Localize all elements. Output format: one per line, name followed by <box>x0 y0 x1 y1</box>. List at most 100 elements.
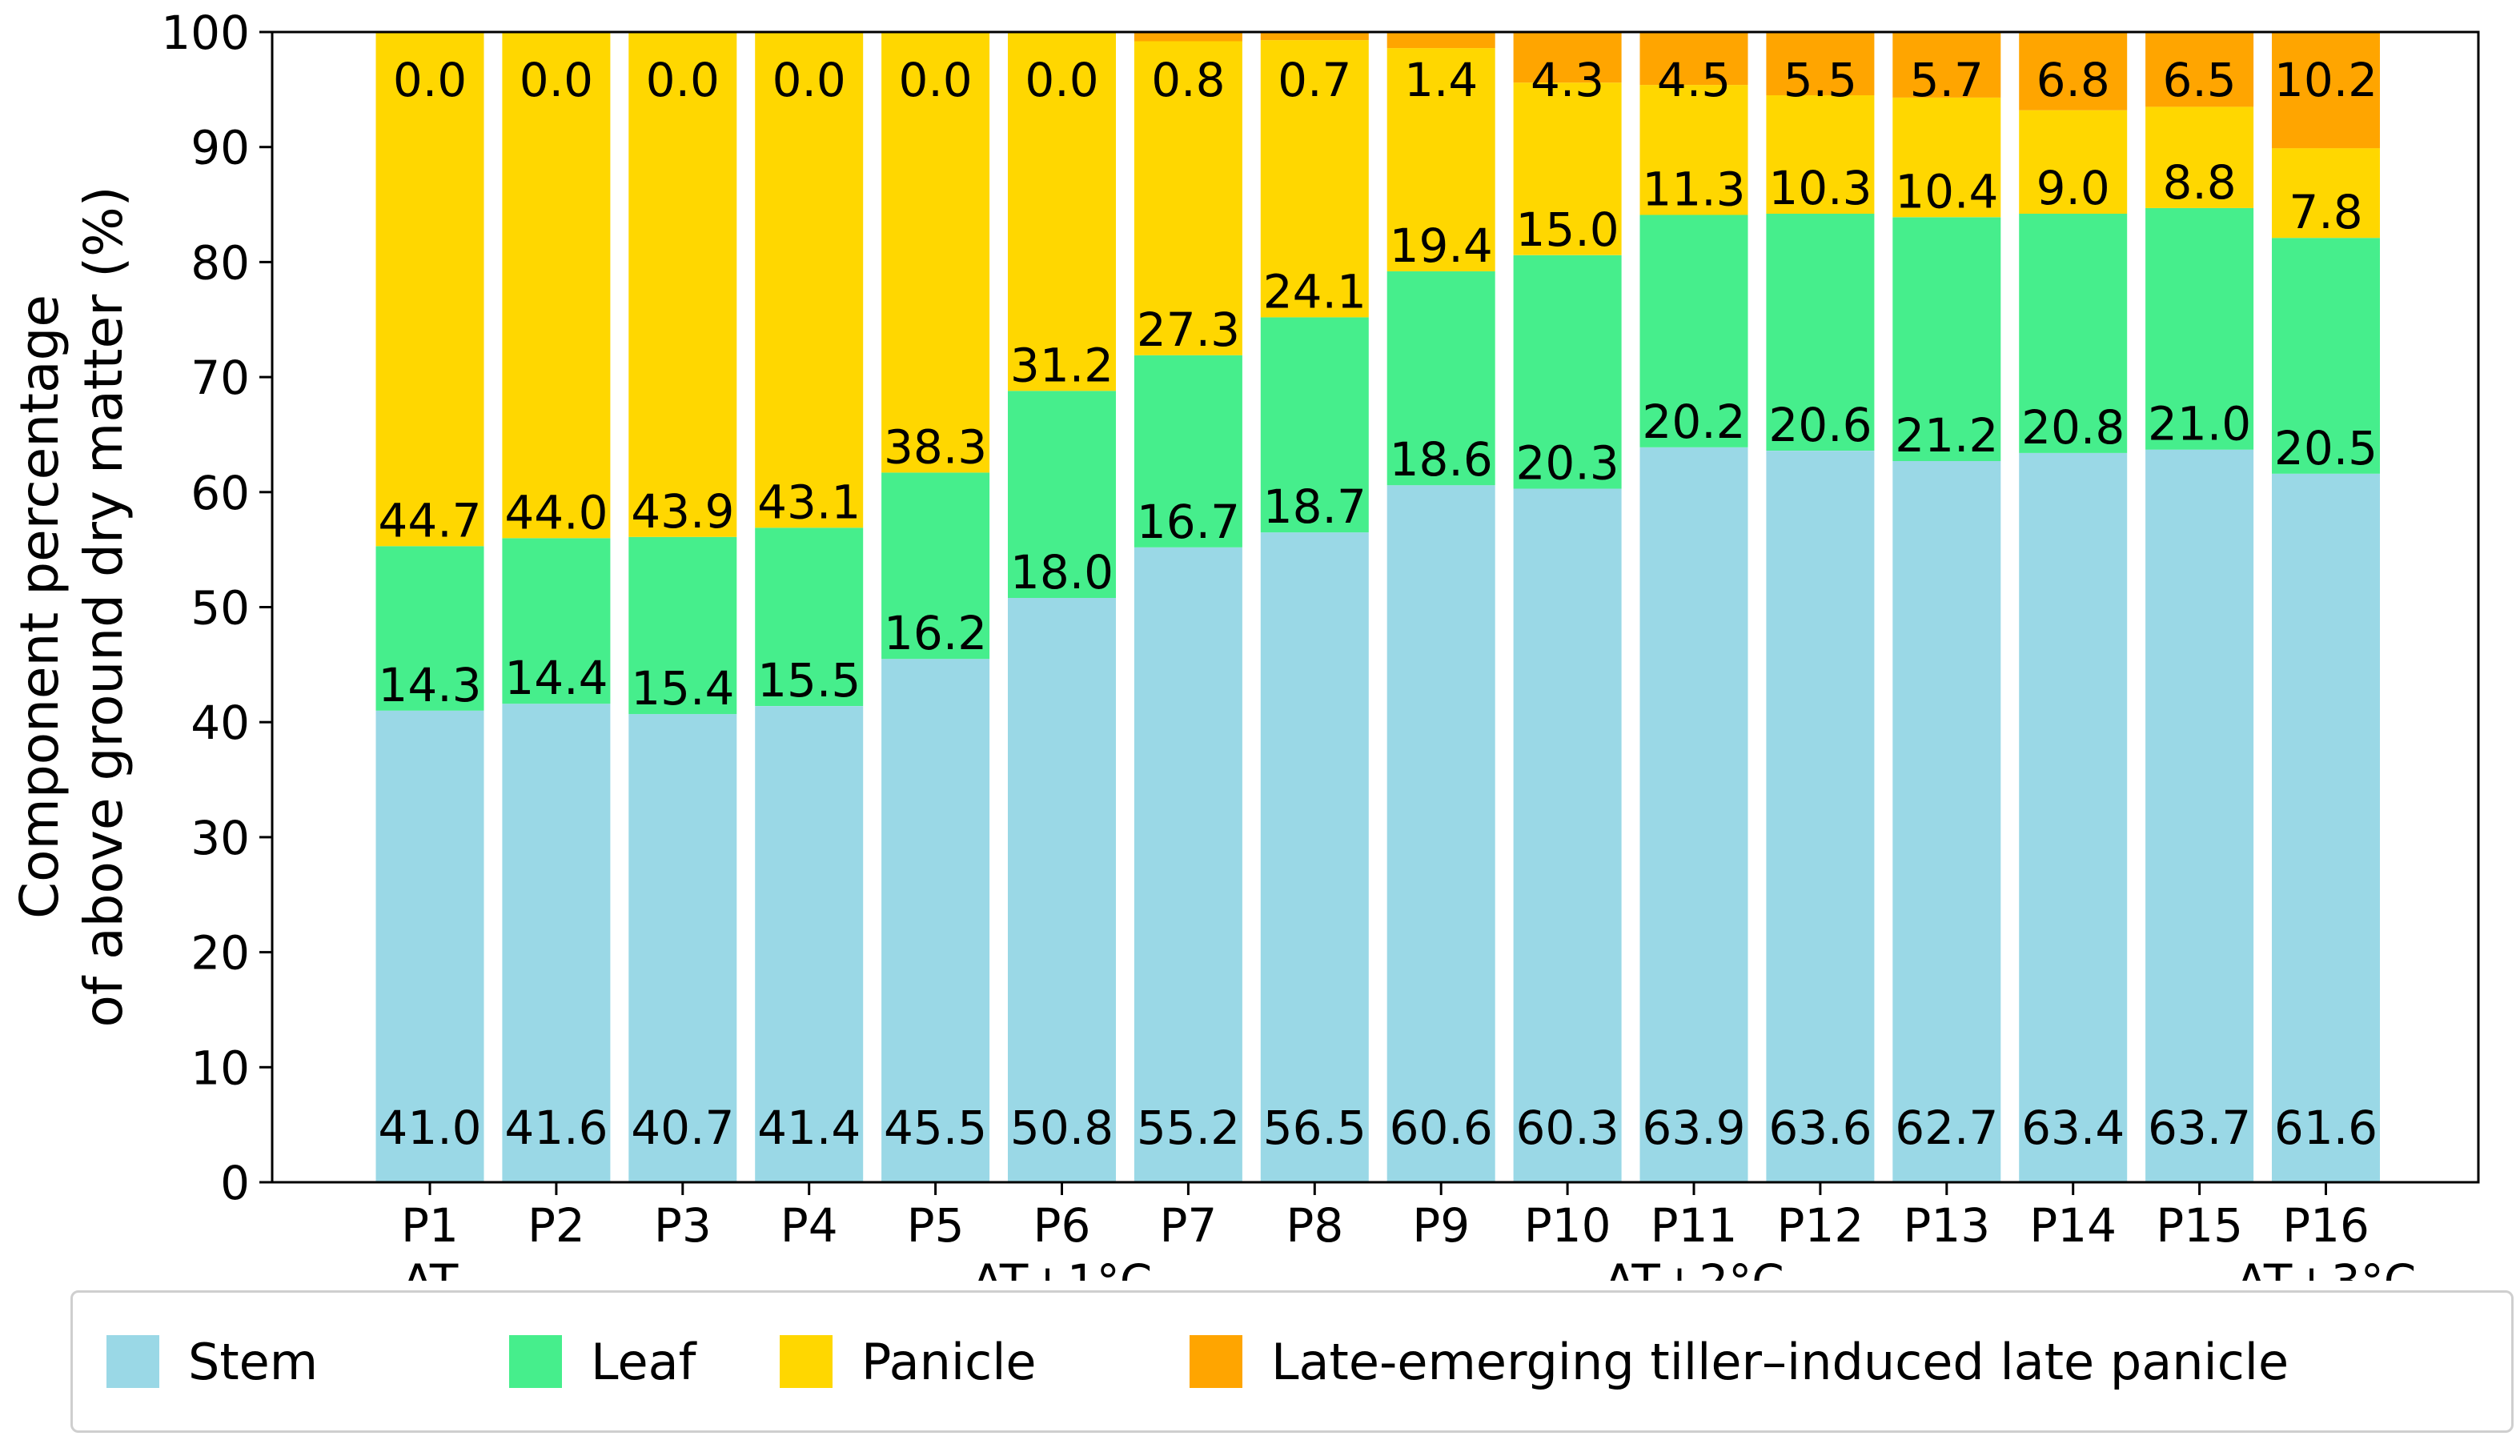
value-label-stem-p16: 61.6 <box>2274 1101 2378 1155</box>
value-label-stem-p12: 63.6 <box>1768 1101 1872 1155</box>
bar-segment-stem-p7 <box>1134 547 1242 1182</box>
x-tick-label-p6: P6 <box>1033 1198 1091 1253</box>
value-label-panicle-p9: 19.4 <box>1390 219 1493 273</box>
value-label-panicle-p10: 15.0 <box>1516 203 1619 257</box>
value-label-leaf-p6: 18.0 <box>1010 545 1114 600</box>
bar-segment-late-panicle-p8 <box>1260 32 1369 41</box>
bar-segment-late-panicle-p11 <box>1639 33 1748 86</box>
value-label-panicle-p7: 27.3 <box>1137 303 1240 357</box>
legend-swatch-leaf <box>509 1335 562 1388</box>
value-label-stem-p4: 41.4 <box>757 1101 861 1155</box>
legend-item-stem: Stem <box>106 1293 318 1430</box>
bar-segment-panicle-p3 <box>628 32 737 537</box>
bar-segment-leaf-p15 <box>2145 207 2254 450</box>
bar-segment-leaf-p7 <box>1134 355 1242 548</box>
bar-segment-panicle-p11 <box>1639 85 1748 215</box>
y-tick-label: 60 <box>191 466 250 520</box>
y-tick-label: 50 <box>191 581 250 636</box>
value-label-leaf-p5: 16.2 <box>884 606 987 660</box>
bar-segment-stem-p16 <box>2272 473 2380 1182</box>
bar-segment-stem-p3 <box>628 714 737 1182</box>
value-label-stem-p8: 56.5 <box>1263 1101 1366 1155</box>
value-label-panicle-p4: 43.1 <box>757 475 861 529</box>
value-label-panicle-p3: 43.9 <box>631 484 734 539</box>
x-tick-label-p16: P16 <box>2282 1198 2370 1253</box>
value-label-leaf-p11: 20.2 <box>1642 395 1745 449</box>
value-label-stem-p2: 41.6 <box>504 1101 608 1155</box>
value-label-late-panicle-p16: 10.2 <box>2274 53 2378 107</box>
value-label-late-panicle-p3: 0.0 <box>646 53 720 107</box>
legend-swatch-panicle <box>780 1335 833 1388</box>
bar-segment-panicle-p2 <box>502 32 611 539</box>
bar-segment-panicle-p8 <box>1260 40 1369 318</box>
value-label-panicle-p1: 44.7 <box>378 493 481 548</box>
legend: Stem Leaf Panicle Late-emerging tiller–i… <box>70 1290 2514 1433</box>
bar-segment-panicle-p13 <box>1892 97 2001 218</box>
bar-segment-leaf-p10 <box>1513 255 1622 489</box>
value-label-leaf-p10: 20.3 <box>1516 436 1619 491</box>
bar-segment-late-panicle-p14 <box>2019 32 2128 110</box>
bar-segment-panicle-p7 <box>1134 41 1242 355</box>
y-tick-label: 70 <box>191 351 250 405</box>
bar-segment-stem-p11 <box>1639 447 1748 1182</box>
value-label-panicle-p15: 8.8 <box>2162 155 2236 210</box>
value-label-stem-p15: 63.7 <box>2148 1101 2251 1155</box>
bar-segment-late-panicle-p7 <box>1134 32 1242 42</box>
bar-segment-stem-p8 <box>1260 532 1369 1182</box>
bar-segment-leaf-p14 <box>2019 214 2128 453</box>
x-tick-label-p10: P10 <box>1524 1198 1611 1253</box>
bar-segment-leaf-p2 <box>502 538 611 704</box>
y-axis-label-line2: of above ground dry matter (%) <box>73 187 134 1028</box>
value-label-leaf-p1: 14.3 <box>378 658 481 712</box>
legend-item-panicle: Panicle <box>780 1293 1037 1430</box>
value-label-late-panicle-p6: 0.0 <box>1025 53 1098 107</box>
x-tick-label-p4: P4 <box>780 1198 838 1253</box>
value-label-late-panicle-p9: 1.4 <box>1404 53 1478 107</box>
bar-segment-leaf-p1 <box>375 546 484 711</box>
legend-label-late-panicle: Late-emerging tiller–induced late panicl… <box>1271 1332 2289 1391</box>
bar-segment-leaf-p3 <box>628 536 737 715</box>
value-label-late-panicle-p1: 0.0 <box>393 53 467 107</box>
legend-label-leaf: Leaf <box>591 1332 696 1391</box>
value-label-late-panicle-p2: 0.0 <box>520 53 593 107</box>
y-axis-label-line1: Component percentage <box>9 295 70 919</box>
value-label-panicle-p8: 24.1 <box>1263 264 1366 319</box>
value-label-late-panicle-p13: 5.7 <box>1910 53 1984 107</box>
bar-segment-stem-p5 <box>881 659 990 1182</box>
bar-segment-leaf-p11 <box>1639 215 1748 447</box>
bar-segment-panicle-p1 <box>375 32 484 547</box>
value-label-leaf-p7: 16.7 <box>1137 495 1240 549</box>
y-tick-label: 90 <box>191 121 250 175</box>
value-label-leaf-p2: 14.4 <box>504 651 608 705</box>
value-label-stem-p3: 40.7 <box>631 1101 734 1155</box>
value-label-stem-p7: 55.2 <box>1137 1101 1240 1155</box>
y-tick-label: 30 <box>191 811 250 865</box>
value-label-leaf-p13: 21.2 <box>1895 408 1998 463</box>
bar-segment-stem-p13 <box>1892 461 2001 1182</box>
value-label-late-panicle-p14: 6.8 <box>2036 53 2110 107</box>
x-axis: P1P2P3P4P5P6P7P8P9P10P11P12P13P14P15P16A… <box>401 1182 2416 1281</box>
bar-segment-late-panicle-p9 <box>1386 32 1495 49</box>
value-label-panicle-p5: 38.3 <box>884 419 987 474</box>
bar-segment-stem-p1 <box>375 710 484 1182</box>
group-label: AT <box>402 1254 459 1281</box>
bar-segment-stem-p9 <box>1386 485 1495 1182</box>
value-label-late-panicle-p10: 4.3 <box>1531 53 1604 107</box>
x-tick-label-p1: P1 <box>401 1198 459 1253</box>
x-tick-label-p2: P2 <box>528 1198 585 1253</box>
bars-layer <box>375 30 2380 1182</box>
x-tick-label-p5: P5 <box>907 1198 965 1253</box>
bar-segment-leaf-p12 <box>1766 214 1875 451</box>
value-label-stem-p13: 62.7 <box>1895 1101 1998 1155</box>
value-label-late-panicle-p12: 5.5 <box>1784 53 1857 107</box>
bar-segment-leaf-p4 <box>755 527 864 706</box>
value-label-panicle-p2: 44.0 <box>504 485 608 539</box>
group-label: AT+1°C <box>972 1254 1153 1281</box>
x-tick-label-p3: P3 <box>654 1198 712 1253</box>
value-label-late-panicle-p5: 0.0 <box>898 53 972 107</box>
value-label-panicle-p14: 9.0 <box>2036 161 2110 215</box>
bar-segment-panicle-p15 <box>2145 106 2254 208</box>
bar-segment-leaf-p16 <box>2272 238 2380 474</box>
bar-segment-late-panicle-p16 <box>2272 30 2380 149</box>
value-label-panicle-p13: 10.4 <box>1895 164 1998 219</box>
